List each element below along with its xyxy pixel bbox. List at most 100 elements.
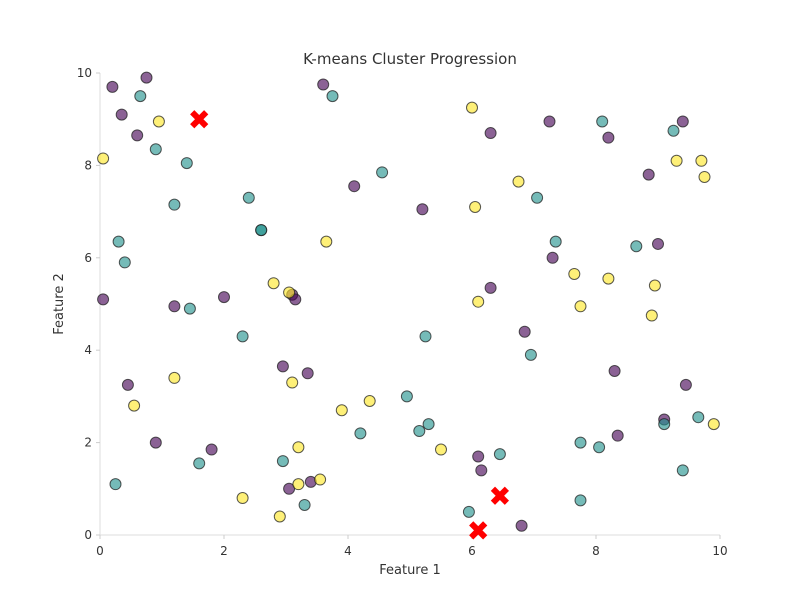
data-point-cluster-1 <box>692 411 705 424</box>
data-point-cluster-2 <box>314 473 327 486</box>
data-point-cluster-2 <box>695 154 708 167</box>
centroid-x-icon <box>190 110 209 129</box>
x-tick-label: 8 <box>592 544 600 558</box>
data-point-cluster-1 <box>593 441 606 454</box>
data-point-cluster-1 <box>326 90 339 103</box>
data-point-cluster-1 <box>574 436 587 449</box>
data-point-cluster-0 <box>121 378 134 391</box>
data-point-cluster-2 <box>698 170 711 183</box>
data-point-cluster-2 <box>152 115 165 128</box>
data-point-cluster-0 <box>484 127 497 140</box>
data-point-cluster-1 <box>658 418 671 431</box>
x-axis-ticks: 0 2 4 6 8 10 <box>96 535 728 558</box>
data-point-cluster-1 <box>630 240 643 253</box>
x-tick-label: 0 <box>96 544 104 558</box>
y-axis-label: Feature 2 <box>52 273 67 335</box>
data-point-cluster-2 <box>602 272 615 285</box>
data-point-cluster-2 <box>435 443 447 456</box>
data-point-cluster-0 <box>115 108 128 121</box>
data-point-cluster-0 <box>317 78 330 91</box>
data-point-cluster-0 <box>348 180 361 193</box>
x-tick-label: 6 <box>468 544 476 558</box>
data-point-cluster-2 <box>283 286 296 299</box>
data-point-cluster-1 <box>242 191 255 204</box>
data-point-cluster-0 <box>276 360 289 373</box>
data-point-cluster-1 <box>112 235 125 248</box>
y-tick-label: 2 <box>84 436 92 450</box>
data-point-cluster-0 <box>475 464 488 477</box>
data-point-cluster-2 <box>286 376 299 389</box>
data-point-cluster-2 <box>574 300 587 313</box>
data-point-cluster-2 <box>472 295 485 308</box>
data-point-cluster-2 <box>648 279 661 292</box>
data-point-cluster-2 <box>273 510 286 523</box>
data-point-cluster-1 <box>168 198 181 211</box>
centroid-markers <box>190 110 510 540</box>
centroid-x-icon <box>490 486 510 505</box>
data-point-cluster-1 <box>180 157 193 170</box>
y-tick-label: 0 <box>84 528 92 542</box>
data-point-cluster-1 <box>276 455 289 468</box>
data-point-cluster-0 <box>131 129 144 142</box>
data-point-cluster-0 <box>97 293 110 306</box>
data-point-cluster-1 <box>419 330 432 343</box>
x-axis-label: Feature 1 <box>379 563 441 578</box>
data-point-cluster-1 <box>667 124 680 137</box>
data-point-cluster-1 <box>531 191 544 204</box>
y-axis-ticks: 0 2 4 6 8 10 <box>77 66 100 542</box>
centroid-x-icon <box>469 521 488 540</box>
data-point-cluster-2 <box>568 267 581 280</box>
chart-title: K-means Cluster Progression <box>303 50 517 68</box>
data-point-cluster-1 <box>109 478 122 491</box>
data-point-cluster-2 <box>267 277 280 290</box>
data-point-cluster-1 <box>676 464 689 477</box>
data-point-cluster-2 <box>469 200 482 213</box>
data-point-cluster-2 <box>168 371 181 384</box>
data-point-cluster-1 <box>574 494 587 507</box>
data-point-cluster-0 <box>518 325 531 338</box>
data-point-cluster-1 <box>118 256 131 269</box>
data-point-cluster-0 <box>168 300 181 313</box>
data-point-cluster-0 <box>676 115 689 128</box>
data-point-cluster-1 <box>413 425 426 438</box>
data-point-cluster-0 <box>472 450 485 463</box>
data-point-cluster-0 <box>484 281 497 294</box>
data-point-cluster-1 <box>596 115 609 128</box>
data-point-cluster-1 <box>193 457 206 470</box>
data-point-cluster-0 <box>642 168 655 181</box>
data-point-cluster-1 <box>236 330 249 343</box>
data-point-cluster-0 <box>602 131 615 144</box>
data-point-cluster-1 <box>183 302 196 315</box>
data-point-cluster-0 <box>608 364 621 377</box>
data-point-cluster-0 <box>301 367 314 380</box>
data-point-cluster-1 <box>422 418 435 431</box>
data-point-cluster-1 <box>134 90 147 103</box>
data-point-cluster-1 <box>298 498 311 511</box>
data-point-cluster-0 <box>515 519 528 532</box>
data-point-cluster-2 <box>292 441 305 454</box>
data-point-cluster-0 <box>611 429 624 442</box>
data-point-cluster-2 <box>335 404 348 417</box>
data-point-cluster-0 <box>652 237 664 250</box>
data-point-cluster-0 <box>416 203 429 216</box>
data-point-cluster-1 <box>400 390 413 403</box>
data-point-cluster-1 <box>462 505 475 518</box>
plot-area: 0 2 4 6 8 10 0 2 4 6 8 10 <box>77 66 728 558</box>
data-point-cluster-1 <box>376 166 389 179</box>
data-point-cluster-1 <box>255 224 268 237</box>
data-point-cluster-0 <box>149 436 162 449</box>
data-point-cluster-2 <box>670 154 683 167</box>
data-point-cluster-2 <box>292 478 305 491</box>
data-points <box>97 71 720 532</box>
data-point-cluster-2 <box>236 492 249 505</box>
data-point-cluster-1 <box>549 235 562 248</box>
data-point-cluster-0 <box>106 80 119 93</box>
data-point-cluster-2 <box>707 418 720 431</box>
data-point-cluster-0 <box>543 115 556 128</box>
data-point-cluster-2 <box>97 152 110 165</box>
x-tick-label: 10 <box>712 544 727 558</box>
data-point-cluster-0 <box>205 443 218 456</box>
data-point-cluster-1 <box>493 448 506 461</box>
data-point-cluster-1 <box>354 427 367 440</box>
